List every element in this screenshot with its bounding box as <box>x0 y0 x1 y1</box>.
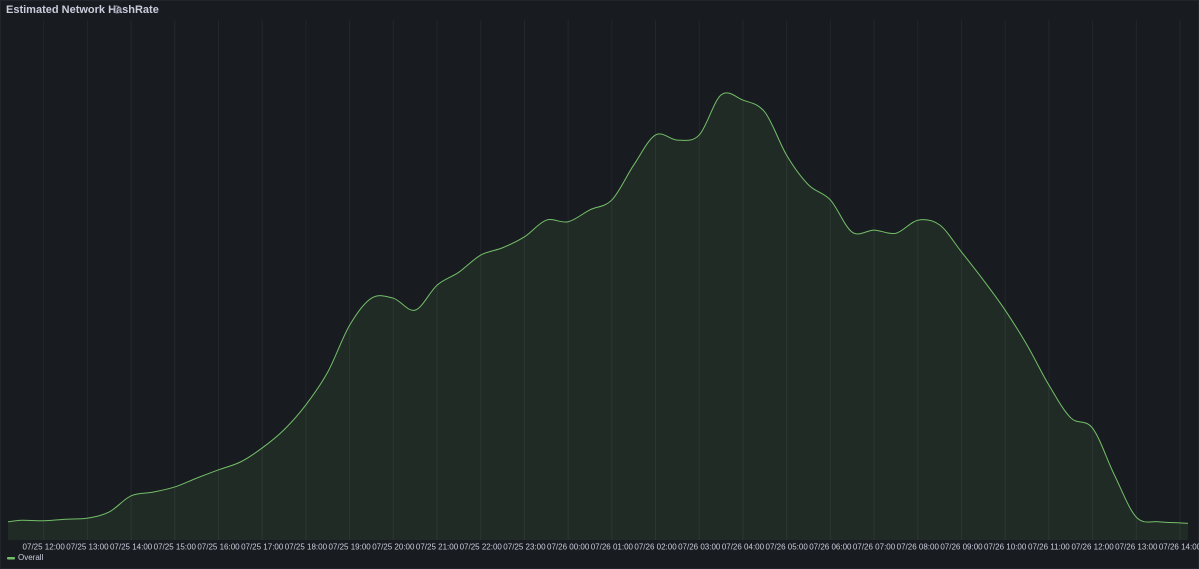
x-tick-label: 07/26 14:00 <box>1159 543 1199 552</box>
x-tick-label: 07/25 12:00 <box>23 543 66 552</box>
line <box>7 92 1189 524</box>
legend-swatch <box>7 557 15 560</box>
info-icon[interactable] <box>113 5 121 14</box>
x-tick-label: 07/25 22:00 <box>460 543 503 552</box>
x-tick-label: 07/25 20:00 <box>372 543 415 552</box>
x-tick-label: 07/26 07:00 <box>853 543 896 552</box>
x-tick-label: 07/25 19:00 <box>328 543 371 552</box>
x-tick-label: 07/26 02:00 <box>634 543 677 552</box>
x-tick-label: 07/25 13:00 <box>66 543 109 552</box>
x-tick-label: 07/26 08:00 <box>897 543 940 552</box>
x-tick-label: 07/25 15:00 <box>154 543 197 552</box>
x-tick-label: 07/25 14:00 <box>110 543 153 552</box>
x-tick-label: 07/26 04:00 <box>722 543 765 552</box>
x-tick-label: 07/26 05:00 <box>766 543 809 552</box>
x-tick-label: 07/26 13:00 <box>1115 543 1158 552</box>
x-tick-label: 07/26 00:00 <box>547 543 590 552</box>
x-tick-label: 07/26 01:00 <box>591 543 634 552</box>
x-tick-label: 07/26 10:00 <box>984 543 1027 552</box>
x-tick-label: 07/26 12:00 <box>1071 543 1114 552</box>
area-fill <box>8 92 1188 540</box>
x-tick-label: 07/25 23:00 <box>503 543 546 552</box>
x-tick-label: 07/25 21:00 <box>416 543 459 552</box>
legend-label: Overall <box>18 553 44 562</box>
x-tick-label: 07/26 11:00 <box>1028 543 1070 552</box>
x-tick-label: 07/26 06:00 <box>809 543 852 552</box>
x-tick-label: 07/25 16:00 <box>197 543 240 552</box>
x-tick-label: 07/25 18:00 <box>285 543 328 552</box>
x-tick-label: 07/26 09:00 <box>940 543 983 552</box>
panel-title: Estimated Network HashRate <box>6 4 159 16</box>
x-tick-label: 07/25 17:00 <box>241 543 284 552</box>
x-tick-label: 07/26 03:00 <box>678 543 721 552</box>
